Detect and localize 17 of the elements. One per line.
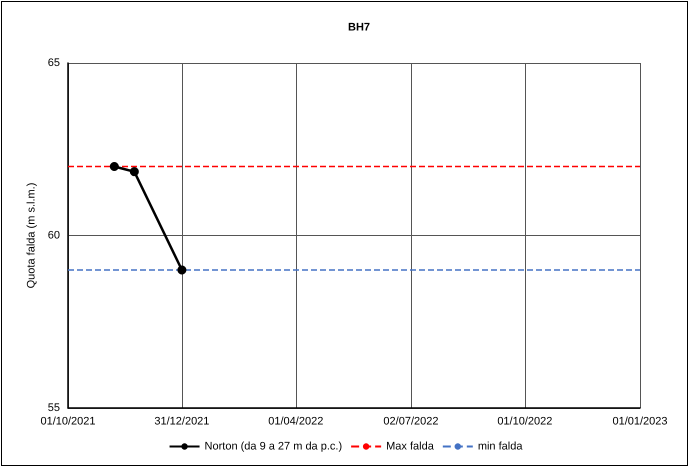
y-tick-label: 55: [48, 402, 60, 414]
legend-label: Max falda: [386, 440, 435, 452]
x-tick-label: 02/07/2022: [383, 416, 438, 428]
point: [130, 167, 139, 176]
chart-title: BH7: [348, 22, 370, 34]
y-tick-label: 60: [48, 230, 60, 242]
y-tick-label: 65: [48, 57, 60, 69]
legend-label: min falda: [478, 440, 524, 452]
x-tick-label: 31/12/2021: [154, 416, 210, 428]
x-tick-label: 01/10/2021: [40, 416, 96, 428]
x-tick-label: 01/10/2022: [497, 416, 552, 428]
point: [110, 162, 119, 171]
x-tick-label: 01/04/2022: [268, 416, 324, 428]
x-tick-label: 01/01/2023: [612, 416, 668, 428]
point: [177, 266, 186, 274]
legend-label: Norton (da 9 a 27 m da p.c.): [204, 440, 342, 452]
y-axis-title: Quota falda (m s.l.m.): [25, 182, 38, 288]
